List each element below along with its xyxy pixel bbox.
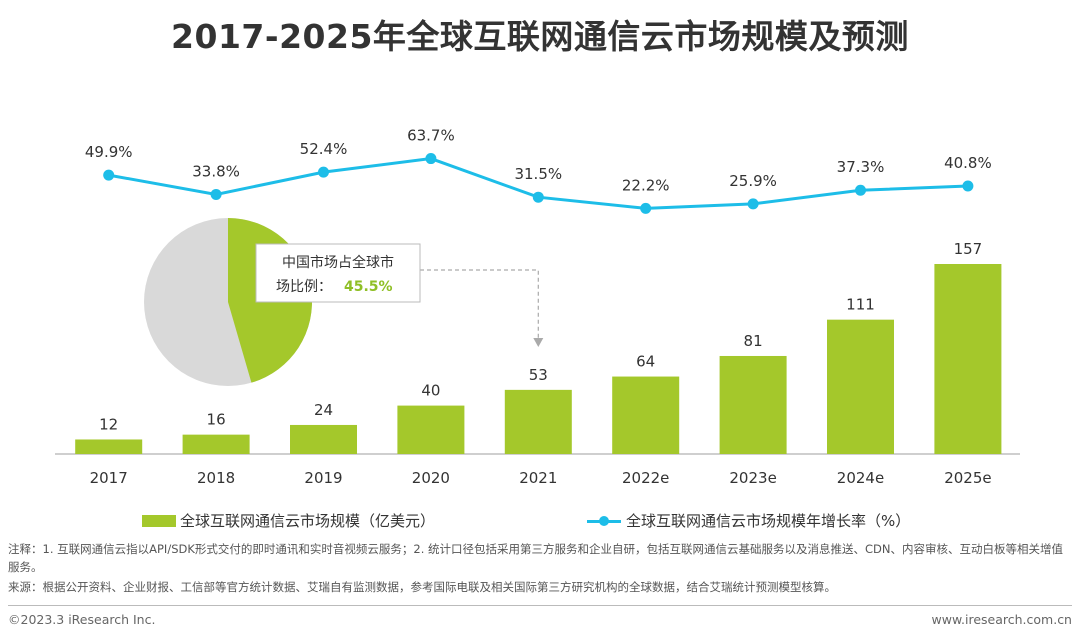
- bar-value-label: 111: [846, 296, 875, 314]
- copyright-text: ©2023.3 iResearch Inc.: [8, 612, 156, 627]
- bar: [719, 355, 787, 454]
- growth-rate-point: [962, 180, 974, 192]
- x-tick-label: 2020: [412, 469, 450, 487]
- callout-value: 45.5%: [344, 279, 393, 295]
- bar-value-label: 40: [421, 382, 440, 400]
- x-tick-label: 2017: [90, 469, 128, 487]
- growth-rate-point: [747, 198, 759, 210]
- footnote-note: 注释：1. 互联网通信云指以API/SDK形式交付的即时通讯和实时音视频云服务；…: [8, 542, 1063, 574]
- x-tick-label: 2024e: [837, 469, 884, 487]
- bar: [182, 434, 250, 454]
- bar: [934, 264, 1002, 454]
- bar: [397, 405, 465, 454]
- bar-value-label: 53: [529, 366, 548, 384]
- growth-rate-point: [425, 153, 437, 165]
- bar: [504, 389, 572, 454]
- callout-text-line1: 中国市场占全球市: [282, 254, 394, 271]
- bar-value-label: 81: [744, 332, 763, 350]
- growth-rate-point: [210, 188, 222, 200]
- chart-canvas: 12 2017 16 2018 24 2019 40 2020 53 2021 64 2022e 81 2…: [55, 127, 1020, 487]
- growth-rate-point: [318, 166, 329, 178]
- legend-bar-label: 全球互联网通信云市场规模（亿美元）: [180, 512, 436, 530]
- growth-rate-label: 31.5%: [514, 165, 562, 183]
- growth-rate-label: 25.9%: [729, 172, 777, 190]
- growth-rate-label: 63.7%: [407, 127, 455, 145]
- growth-rate-label: 49.9%: [85, 143, 133, 161]
- callout-arrowhead: [533, 338, 544, 347]
- x-tick-label: 2023e: [729, 469, 776, 487]
- growth-rate-point: [532, 191, 544, 203]
- legend-line-label: 全球互联网通信云市场规模年增长率（%）: [626, 512, 911, 530]
- bar-value-label: 24: [314, 401, 333, 419]
- callout-text-line2: 场比例：: [276, 279, 332, 295]
- bar-value-label: 64: [636, 353, 655, 371]
- growth-rate-label: 52.4%: [300, 140, 348, 158]
- growth-rate-point: [855, 184, 866, 196]
- bar: [75, 439, 143, 454]
- x-tick-label: 2018: [197, 469, 235, 487]
- x-tick-label: 2019: [304, 469, 342, 487]
- callout-box: [255, 243, 421, 303]
- x-tick-label: 2022e: [622, 469, 669, 487]
- growth-rate-point: [640, 202, 652, 214]
- legend-bar-swatch: [142, 515, 176, 527]
- growth-rate-label: 22.2%: [622, 176, 670, 194]
- growth-rate-label: 33.8%: [192, 162, 240, 180]
- growth-rate-point: [103, 169, 115, 181]
- growth-rate-label: 40.8%: [944, 154, 992, 172]
- bar-value-label: 157: [954, 240, 983, 258]
- chart-title: 2017-2025年全球互联网通信云市场规模及预测: [171, 17, 909, 56]
- bar: [290, 424, 357, 454]
- callout-connector: [420, 269, 539, 340]
- growth-rate-label: 37.3%: [837, 158, 885, 176]
- bar: [827, 319, 894, 454]
- website-link[interactable]: www.iresearch.com.cn: [931, 612, 1073, 627]
- footer-divider: [8, 605, 1072, 606]
- bar-value-label: 16: [207, 411, 226, 429]
- bar-value-label: 12: [99, 415, 118, 433]
- bar: [612, 376, 680, 454]
- legend-line-marker: [599, 516, 609, 526]
- x-tick-label: 2021: [519, 469, 557, 487]
- footnote-source: 来源：根据公开资料、企业财报、工信部等官方统计数据、艾瑞自有监测数据，参考国际电…: [8, 580, 836, 594]
- x-tick-label: 2025e: [944, 469, 991, 487]
